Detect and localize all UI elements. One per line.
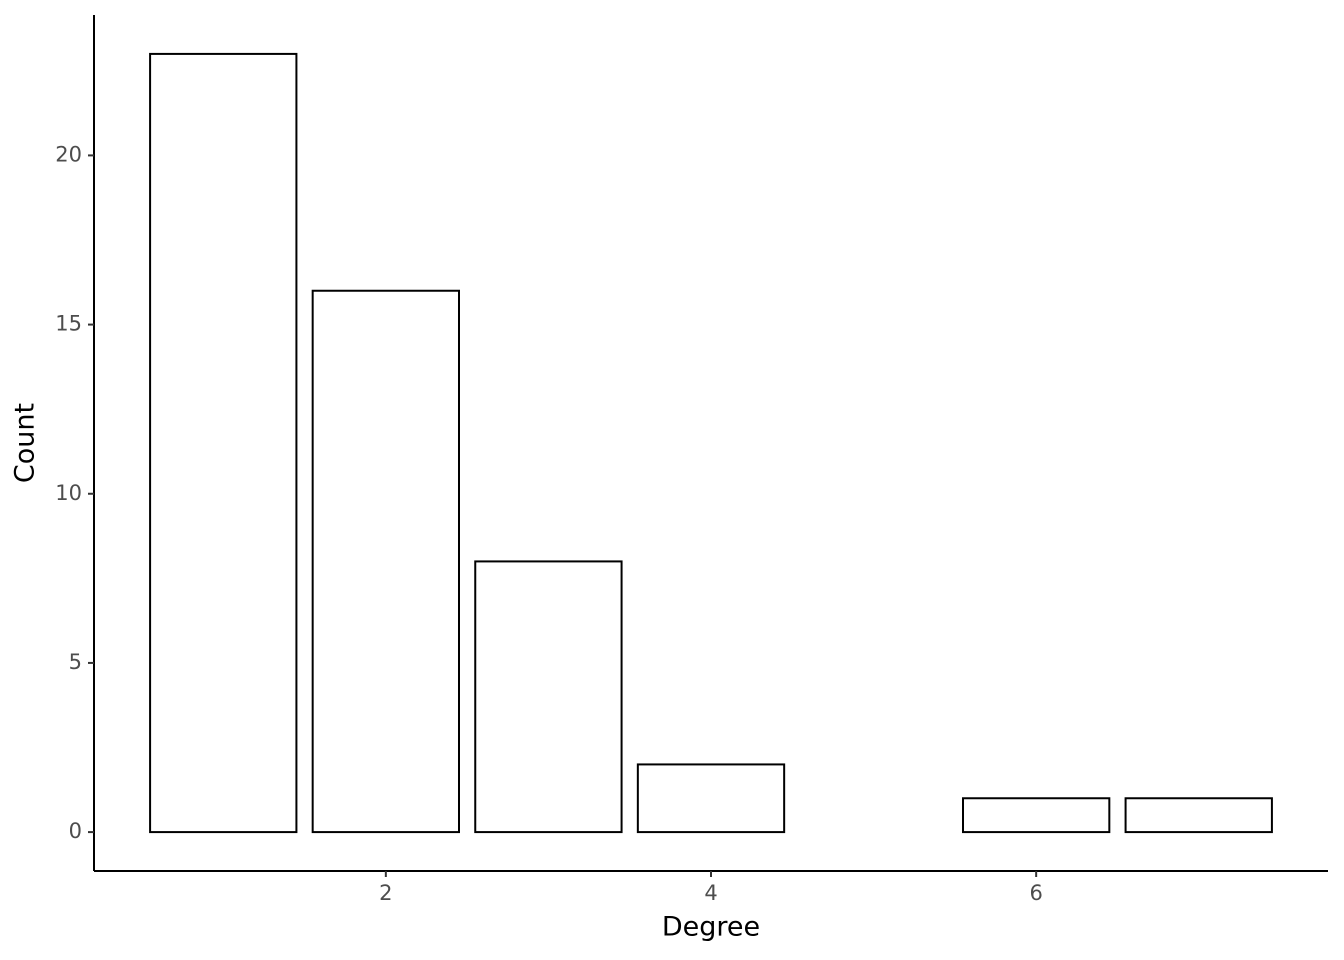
y-tick-label: 15 xyxy=(55,312,82,336)
y-tick-label: 20 xyxy=(55,142,82,166)
bar xyxy=(311,289,460,834)
x-tick-label: 4 xyxy=(704,881,717,905)
y-axis-title: Count xyxy=(10,403,41,483)
bar xyxy=(474,560,623,834)
x-tick-label: 6 xyxy=(1029,881,1042,905)
y-tick-label: 5 xyxy=(69,650,82,674)
y-tick-label: 10 xyxy=(55,481,82,505)
y-tick-label: 0 xyxy=(69,819,82,843)
bar xyxy=(636,763,786,834)
x-axis-title: Degree xyxy=(662,912,760,943)
bar xyxy=(962,797,1111,834)
bar xyxy=(149,52,298,834)
x-tick-label: 2 xyxy=(379,881,392,905)
bar xyxy=(1124,797,1273,834)
